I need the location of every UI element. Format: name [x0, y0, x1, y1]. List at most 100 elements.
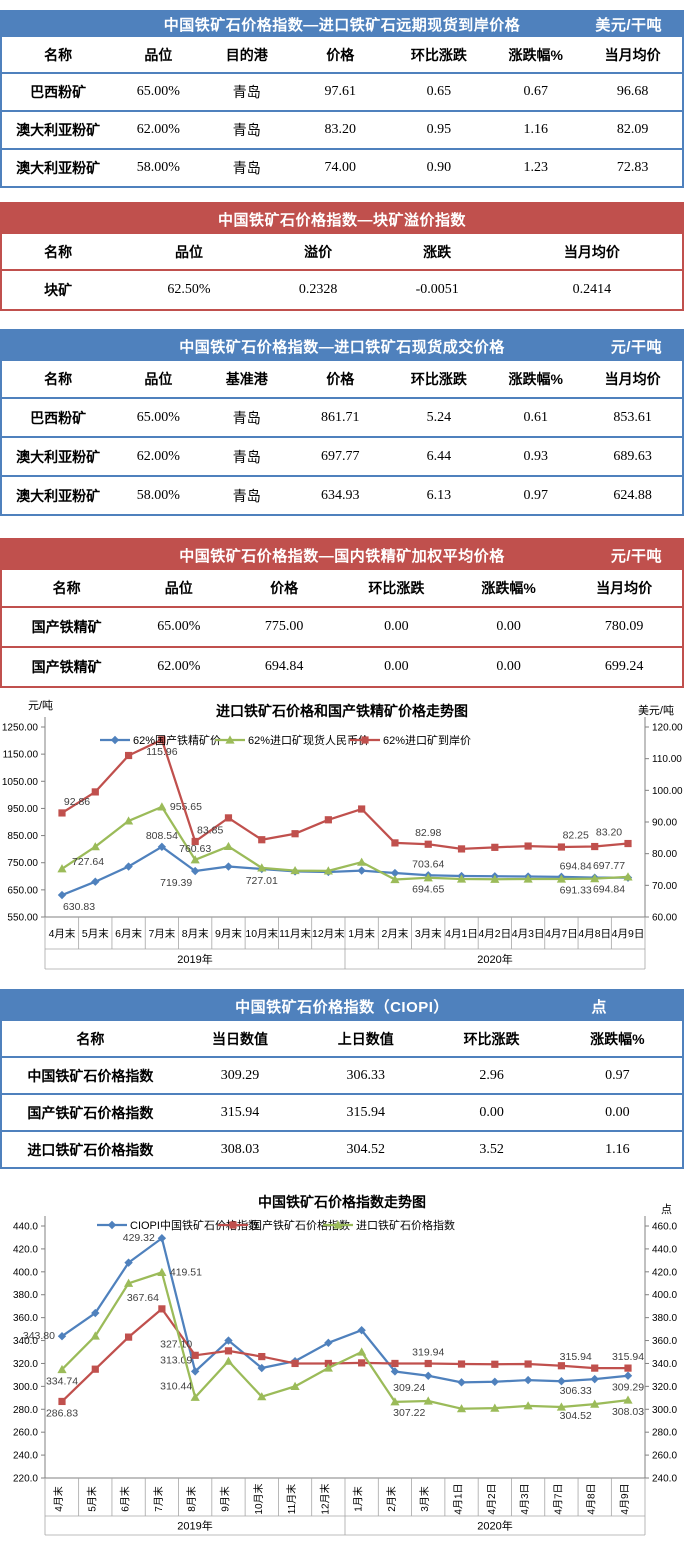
data-label: 955.65 — [170, 801, 202, 813]
column-header: 品位 — [174, 243, 203, 260]
series-2-point-marker — [190, 1392, 200, 1401]
table-row: 国产铁精矿 62.00% 694.84 0.00 0.00 699.24 — [2, 647, 682, 686]
table-cell: 62.00% — [136, 122, 180, 137]
table-cell: 0.2328 — [298, 282, 338, 297]
series-2-point-marker — [491, 843, 499, 851]
series-2-point-marker — [324, 816, 332, 824]
series-2-point-marker — [390, 1397, 400, 1406]
series-1-point-marker — [158, 1305, 166, 1313]
data-table: 名称 当日数值 上日数值 环比涨跌 涨跌幅% 中国铁矿石价格指数 309.29 306.33 2… — [2, 1021, 682, 1167]
table-cell: 62.00% — [157, 659, 201, 674]
data-label: 309.24 — [393, 1382, 425, 1394]
column-header: 环比涨跌 — [368, 580, 425, 596]
series-1-point-marker — [624, 1364, 632, 1372]
series-1-point-marker — [357, 857, 367, 866]
series-1-point-marker — [524, 1360, 532, 1368]
table-header-row: 名称 当日数值 上日数值 环比涨跌 涨跌幅% — [2, 1021, 682, 1057]
data-label: 429.32 — [123, 1232, 155, 1244]
legend-triangle-icon — [333, 1220, 343, 1229]
table-cell: 0.00 — [479, 1104, 504, 1120]
table-header-row: 名称 品位 基准港 价格 环比涨跌 涨跌幅% 当月均价 — [2, 361, 682, 398]
table-ciopi-index: 中国铁矿石价格指数（CIOPI） 点 名称 当日数值 上日数值 环比涨跌 涨跌幅% 中国铁… — [0, 989, 684, 1169]
x-axis-category-label: 6月末 — [115, 927, 142, 940]
series-1-point-marker — [190, 855, 200, 864]
right-axis-tick-label: 340.0 — [652, 1359, 677, 1370]
chart-import-vs-domestic-price-trend: 进口铁矿石价格和国产铁精矿价格走势图 元/吨 美元/吨 1250.00 1150.00 1… — [2, 699, 683, 970]
table-title: 中国铁矿石价格指数—块矿溢价指数 — [217, 211, 466, 229]
table-cell: 306.33 — [346, 1067, 386, 1083]
series-line-2 — [61, 1271, 629, 1410]
series-0-point-marker — [124, 862, 133, 871]
row-name-cell: 澳大利亚粉矿 — [16, 448, 101, 465]
table-cell: 315.94 — [346, 1104, 386, 1120]
row-name-cell: 澳大利亚粉矿 — [16, 487, 101, 504]
left-axis-tick-label: 850.00 — [7, 831, 38, 842]
data-label: 310.44 — [160, 1380, 192, 1392]
series-1-point-marker — [191, 1351, 199, 1359]
data-label: 334.74 — [46, 1375, 78, 1387]
series-1-point-marker — [123, 816, 134, 825]
series-1-point-marker — [90, 842, 100, 851]
legend-triangle-icon — [225, 735, 235, 744]
column-header: 当月均价 — [604, 46, 661, 63]
series-1-point-marker — [623, 872, 633, 881]
right-axis-tick-label: 460.0 — [652, 1222, 677, 1233]
series-1-point-marker — [424, 1359, 432, 1368]
table-row: 澳大利亚粉矿 58.00% 青岛 634.93 6.13 0.97 624.88 — [2, 476, 682, 514]
data-label: 694.84 — [593, 884, 625, 896]
table-cell: 315.94 — [220, 1104, 260, 1120]
series-2-point-marker — [90, 1331, 100, 1340]
column-header: 当日数值 — [211, 1030, 268, 1047]
series-2-point-marker — [124, 751, 133, 760]
left-axis-tick-label: 300.0 — [13, 1382, 38, 1393]
series-1-point-marker — [391, 1359, 399, 1368]
left-axis-tick-label: 420.0 — [13, 1244, 38, 1255]
series-0-point-marker — [91, 1308, 100, 1318]
right-axis-tick-label: 90.00 — [652, 818, 677, 829]
left-axis-unit-label: 元/吨 — [28, 699, 53, 712]
data-label: 703.64 — [412, 858, 444, 870]
series-1-point-marker — [258, 1352, 266, 1361]
series-1-point-marker — [257, 863, 267, 872]
table-row: 进口铁矿石价格指数 308.03 304.52 3.52 1.16 — [2, 1131, 682, 1167]
table-cell: 2.96 — [479, 1067, 504, 1083]
chart-title: 中国铁矿石价格指数走势图 — [258, 1194, 426, 1210]
series-1-point-marker — [91, 1365, 99, 1373]
series-1-point-marker — [490, 874, 500, 883]
data-label: 82.98 — [415, 827, 441, 839]
left-axis-tick-label: 750.00 — [7, 858, 38, 869]
series-line-0 — [61, 1237, 629, 1384]
table-header-row: 名称 品位 价格 环比涨跌 涨跌幅% 当月均价 — [2, 570, 682, 607]
row-name-cell: 巴西粉矿 — [30, 84, 87, 100]
series-0-point-marker — [190, 866, 200, 876]
table-cell: 65.00% — [157, 619, 201, 634]
x-axis-category-label: 1月末 — [352, 1486, 365, 1512]
table-unit: 美元/干吨 — [595, 17, 662, 34]
table-row: 澳大利亚粉矿 62.00% 青岛 83.20 0.95 1.16 82.09 — [2, 111, 682, 149]
series-1-point-marker — [323, 866, 333, 875]
column-header: 基准港 — [225, 371, 268, 387]
data-label: 691.33 — [560, 885, 592, 897]
series-1-point-marker — [224, 1347, 233, 1355]
table-cell: 0.00 — [496, 659, 521, 674]
series-0-point-marker — [523, 1375, 533, 1385]
x-axis-category-label: 10月末 — [245, 927, 278, 940]
series-0-point-marker — [424, 1371, 433, 1380]
column-header: 名称 — [44, 46, 73, 63]
x-axis-category-label: 4月8日 — [586, 1483, 598, 1514]
x-axis-category-label: 3月末 — [418, 1486, 431, 1512]
left-axis-tick-label: 1150.00 — [3, 750, 39, 761]
column-header: 当月均价 — [596, 580, 653, 596]
x-axis-category-label: 4月1日 — [445, 928, 478, 940]
data-label: 304.52 — [560, 1410, 592, 1422]
row-name-cell: 进口铁矿石价格指数 — [27, 1141, 154, 1158]
data-label: 306.33 — [560, 1385, 592, 1397]
left-axis-tick-label: 240.0 — [13, 1451, 38, 1462]
series-1-point-marker — [358, 1359, 366, 1367]
right-axis-tick-label: 440.0 — [652, 1244, 677, 1255]
series-2-point-marker — [524, 842, 532, 850]
series-0-point-marker — [490, 1377, 500, 1386]
data-label: 760.63 — [179, 843, 211, 855]
table-cell: 634.93 — [321, 487, 360, 503]
right-axis-unit-label: 美元/吨 — [638, 704, 674, 717]
